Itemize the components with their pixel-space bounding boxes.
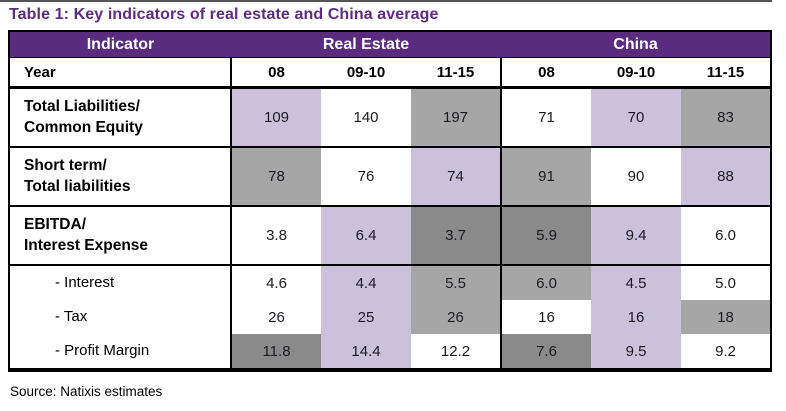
year-col-cn-11-15: 11-15 xyxy=(681,57,771,89)
year-header-row: Year 08 09-10 11-15 08 09-10 11-15 xyxy=(9,57,771,89)
cell-value: 9.5 xyxy=(591,334,681,370)
row-label: Short term/ Total liabilities xyxy=(9,147,232,207)
cell-value: 12.2 xyxy=(411,334,502,370)
cell-value: 74 xyxy=(411,147,502,207)
cell-value: 7.6 xyxy=(501,334,591,370)
year-label: Year xyxy=(9,57,232,89)
cell-value: 26 xyxy=(411,300,502,334)
cell-value: 25 xyxy=(321,300,411,334)
crop-artifact-line xyxy=(0,0,772,2)
year-col-cn-09-10: 09-10 xyxy=(591,57,681,89)
cell-value: 5.5 xyxy=(411,265,502,300)
header-indicator: Indicator xyxy=(9,31,231,58)
cell-value: 4.6 xyxy=(231,265,321,300)
row-label-line2: Interest Expense xyxy=(24,236,149,254)
row-tax: - Tax 26 25 26 16 16 18 xyxy=(9,300,771,334)
cell-value: 83 xyxy=(681,87,771,148)
source-note: Source: Natixis estimates xyxy=(10,384,163,399)
row-label-line1: Short term/ xyxy=(24,156,107,174)
cell-value: 76 xyxy=(321,147,411,207)
cell-value: 91 xyxy=(501,147,591,207)
table-title: Table 1: Key indicators of real estate a… xyxy=(9,6,439,23)
cell-value: 70 xyxy=(591,87,681,148)
cell-value: 197 xyxy=(411,87,502,148)
cell-value: 6.0 xyxy=(501,265,591,300)
cell-value: 9.2 xyxy=(681,334,771,370)
cell-value: 4.5 xyxy=(591,265,681,300)
cell-value: 5.0 xyxy=(681,265,771,300)
year-col-re-08: 08 xyxy=(231,57,321,89)
row-ebitda-interest-expense: EBITDA/ Interest Expense 3.8 6.4 3.7 5.9… xyxy=(9,206,771,266)
row-label: - Tax xyxy=(9,300,232,334)
row-label: Total Liabilities/ Common Equity xyxy=(9,87,232,148)
cell-value: 5.9 xyxy=(501,206,591,266)
header-group-china: China xyxy=(501,31,771,58)
table-header-row: Indicator Real Estate China xyxy=(9,31,771,58)
row-label-line1: Total Liabilities/ xyxy=(24,97,140,115)
year-col-cn-08: 08 xyxy=(501,57,591,89)
row-label: - Profit Margin xyxy=(9,334,232,370)
cell-value: 6.4 xyxy=(321,206,411,266)
row-label-line2: Total liabilities xyxy=(24,177,131,195)
cell-value: 88 xyxy=(681,147,771,207)
cell-value: 3.8 xyxy=(231,206,321,266)
cell-value: 78 xyxy=(231,147,321,207)
cell-value: 16 xyxy=(591,300,681,334)
row-short-term-total-liabilities: Short term/ Total liabilities 78 76 74 9… xyxy=(9,147,771,207)
cell-value: 109 xyxy=(231,87,321,148)
row-label: - Interest xyxy=(9,265,232,300)
cell-value: 90 xyxy=(591,147,681,207)
cell-value: 4.4 xyxy=(321,265,411,300)
cell-value: 140 xyxy=(321,87,411,148)
row-interest: - Interest 4.6 4.4 5.5 6.0 4.5 5.0 xyxy=(9,265,771,300)
cell-value: 11.8 xyxy=(231,334,321,370)
cell-value: 16 xyxy=(501,300,591,334)
cell-value: 71 xyxy=(501,87,591,148)
row-label: EBITDA/ Interest Expense xyxy=(9,206,232,266)
row-label-line1: EBITDA/ xyxy=(24,215,86,233)
cell-value: 6.0 xyxy=(681,206,771,266)
year-col-re-11-15: 11-15 xyxy=(411,57,502,89)
cell-value: 9.4 xyxy=(591,206,681,266)
cell-value: 3.7 xyxy=(411,206,502,266)
year-col-re-09-10: 09-10 xyxy=(321,57,411,89)
cell-value: 14.4 xyxy=(321,334,411,370)
cell-value: 26 xyxy=(231,300,321,334)
cell-value: 18 xyxy=(681,300,771,334)
header-group-real-estate: Real Estate xyxy=(231,31,501,58)
row-profit-margin: - Profit Margin 11.8 14.4 12.2 7.6 9.5 9… xyxy=(9,334,771,370)
indicators-table: Indicator Real Estate China Year 08 09-1… xyxy=(8,30,772,372)
row-label-line2: Common Equity xyxy=(24,118,143,136)
row-total-liabilities-common-equity: Total Liabilities/ Common Equity 109 140… xyxy=(9,87,771,148)
